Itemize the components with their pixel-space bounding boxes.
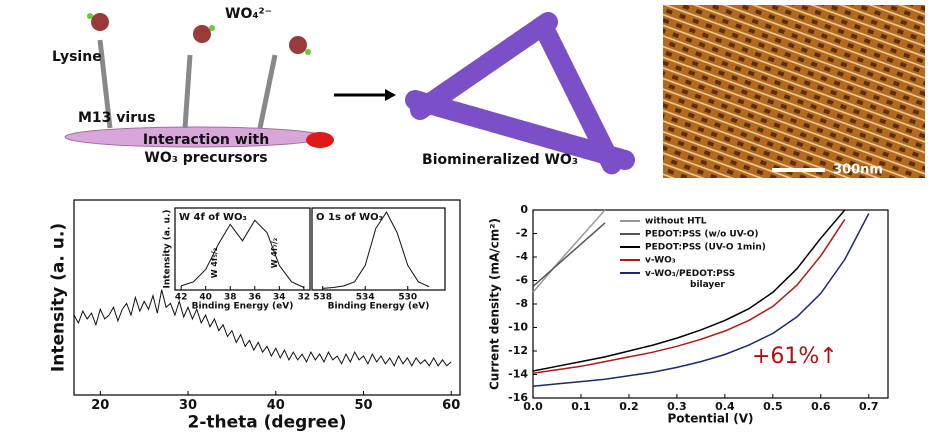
x-axis-label: Binding Energy (eV) — [328, 302, 430, 312]
label: WO₃ precursors — [144, 150, 267, 166]
x-axis-label: Potential (V) — [668, 411, 754, 425]
peak-label: W 4f₅/₂ — [210, 247, 219, 278]
inset-title: O 1s of WO₃ — [316, 212, 383, 223]
wo3-nanowires — [405, 12, 635, 175]
y-tick-label: -4 — [516, 250, 529, 263]
x-tick-label: 0.3 — [667, 400, 687, 413]
x-tick-label: 36 — [249, 293, 262, 303]
data-line — [532, 218, 846, 375]
label: Biomineralized WO₃ — [422, 152, 578, 168]
plot-frame — [311, 207, 446, 291]
x-tick-label: 530 — [398, 293, 417, 303]
legend-label: PEDOT:PSS (w/o UV-O) — [645, 230, 759, 240]
y-tick-label: -12 — [508, 344, 528, 357]
x-tick-label: 50 — [354, 398, 372, 413]
data-line — [180, 219, 305, 288]
label: WO₄²⁻ — [225, 6, 272, 22]
legend-label: without HTL — [645, 217, 707, 227]
data-line — [532, 222, 606, 287]
y-tick-label: -6 — [516, 274, 529, 287]
x-tick-label: 60 — [442, 398, 460, 413]
x-tick-label: 30 — [179, 398, 197, 413]
y-tick-label: -10 — [508, 321, 528, 334]
afm-image — [663, 5, 925, 178]
y-tick-label: -8 — [516, 297, 528, 310]
legend-label: v-WO₃ — [645, 256, 676, 266]
x-tick-label: 38 — [224, 293, 237, 303]
process-arrow-head — [385, 89, 396, 101]
label: Interaction with — [143, 132, 269, 148]
x-tick-label: 40 — [267, 398, 285, 413]
x-tick-label: 0.6 — [811, 400, 831, 413]
data-line — [532, 209, 606, 293]
x-tick-label: 538 — [313, 293, 332, 303]
y-axis-label: Current density (mA/cm²) — [488, 218, 502, 390]
x-tick-label: 34 — [273, 293, 286, 303]
x-axis-label: 2-theta (degree) — [187, 412, 346, 432]
x-tick-label: 20 — [91, 398, 109, 413]
x-axis-label: Binding Energy (eV) — [192, 302, 294, 312]
y-tick-label: -14 — [508, 368, 528, 381]
data-line — [532, 209, 846, 372]
data-line — [73, 289, 452, 367]
legend-label: v-WO₃/PEDOT:PSS bilayer — [645, 269, 735, 290]
x-tick-label: 0.0 — [523, 400, 543, 413]
peak-label: W 4f₇/₂ — [270, 237, 279, 268]
y-axis-label: Intensity (a. u.) — [49, 223, 69, 372]
label: Lysine — [52, 49, 102, 65]
scale-label: 300nm — [833, 163, 883, 178]
x-tick-label: 0.1 — [571, 400, 591, 413]
x-tick-label: 40 — [199, 293, 212, 303]
x-tick-label: 0.2 — [619, 400, 639, 413]
x-tick-label: 42 — [175, 293, 188, 303]
inset-title: W 4f of WO₃ — [179, 212, 247, 223]
x-tick-label: 0.7 — [859, 400, 879, 413]
data-line — [322, 211, 430, 289]
x-tick-label: 0.4 — [715, 400, 735, 413]
y-tick-label: -16 — [508, 391, 528, 404]
data-line — [532, 213, 870, 388]
virus-illustration — [64, 13, 334, 148]
y-axis-label: Intensity (a. u.) — [162, 210, 172, 289]
legend-label: PEDOT:PSS (UV-O 1min) — [645, 243, 766, 253]
annotation: +61%↑ — [752, 344, 838, 369]
x-tick-label: 534 — [356, 293, 375, 303]
y-tick-label: 0 — [520, 203, 528, 216]
x-tick-label: 0.5 — [763, 400, 783, 413]
label: M13 virus — [78, 110, 155, 126]
y-tick-label: -2 — [516, 227, 528, 240]
x-tick-label: 32 — [298, 293, 311, 303]
